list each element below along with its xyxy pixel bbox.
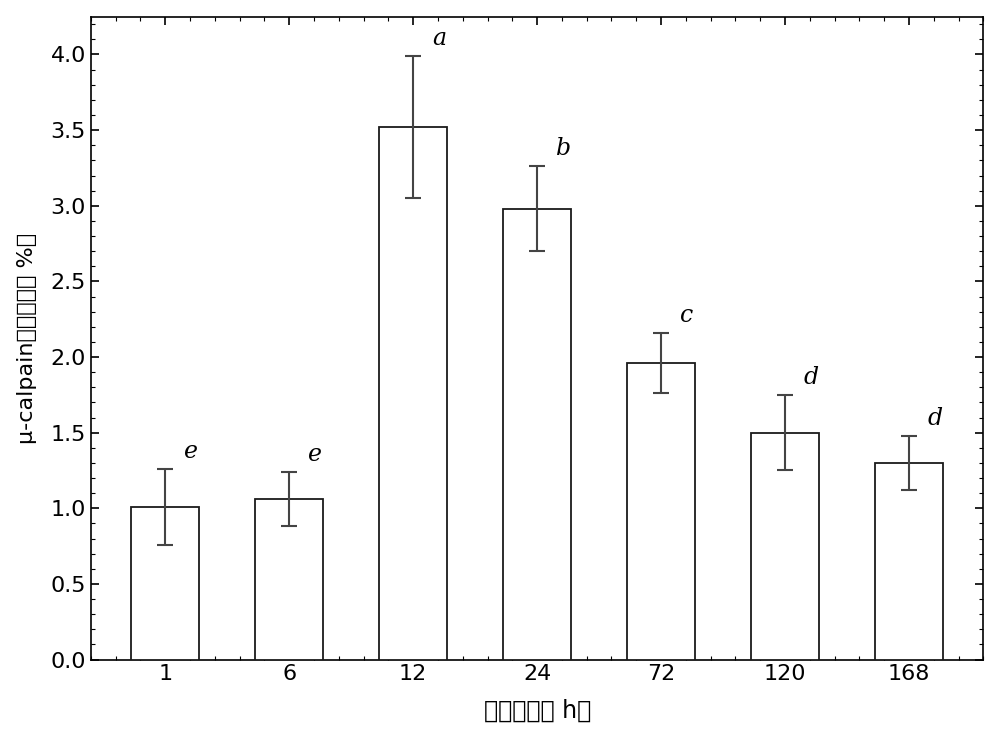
Text: d: d bbox=[804, 366, 819, 389]
X-axis label: 屰后时间（ h）: 屰后时间（ h） bbox=[484, 698, 591, 722]
Text: d: d bbox=[928, 406, 943, 429]
Bar bbox=[379, 127, 447, 660]
Text: a: a bbox=[432, 27, 446, 50]
Text: e: e bbox=[308, 443, 322, 466]
Text: c: c bbox=[680, 304, 693, 327]
Bar bbox=[255, 500, 323, 660]
Y-axis label: μ-calpain相对活力（ %）: μ-calpain相对活力（ %） bbox=[17, 233, 37, 443]
Text: e: e bbox=[184, 440, 198, 463]
Bar bbox=[627, 363, 695, 660]
Text: b: b bbox=[556, 137, 571, 160]
Bar bbox=[751, 432, 819, 660]
Bar bbox=[875, 463, 943, 660]
Bar bbox=[503, 209, 571, 660]
Bar bbox=[131, 507, 199, 660]
